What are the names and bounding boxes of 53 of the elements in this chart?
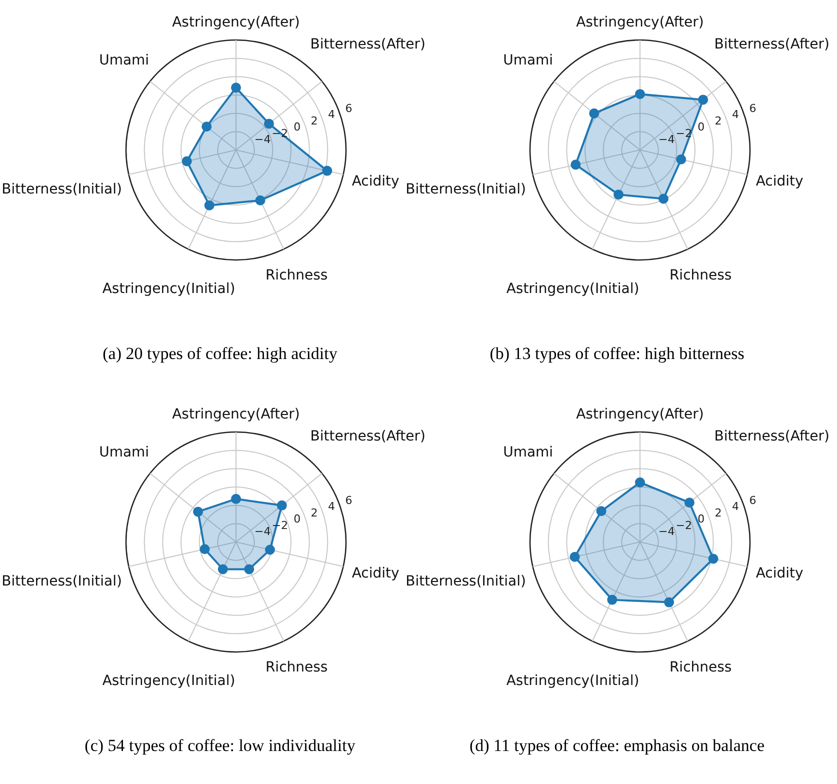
spoke-label: Bitterness(After) [714,36,830,52]
text: (b) 13 types of coffee: high bitterness [490,344,744,364]
y-tick-label: 6 [749,102,756,115]
spoke-label: Richness [265,659,328,676]
spoke-label: Bitterness(After) [714,428,830,444]
y-tick-label: 0 [294,512,301,526]
spoke-label: Umami [503,52,554,68]
spoke-label: Umami [99,52,150,68]
spoke-label: Richness [669,659,732,676]
spoke-label: Acidity [756,173,804,190]
y-tick-label: −4 [254,133,271,146]
text: (c) 54 types of coffee: low individuality [84,736,356,756]
spoke-label: Acidity [756,565,804,582]
y-tick-label: −4 [658,133,675,146]
y-tick-label: 2 [714,506,722,520]
y-tick-label: 6 [749,494,756,507]
spoke-label: Astringency(Initial) [506,673,640,690]
y-tick-label: 2 [310,506,318,520]
y-tick-label: 2 [310,114,318,128]
text: (d) 11 types of coffee: emphasis on balance [469,736,765,756]
y-tick-label: 4 [328,500,336,514]
spoke-label: Astringency(After) [172,14,300,31]
spoke-label: Bitterness(After) [310,428,426,444]
spoke-label: Umami [503,444,554,460]
spoke-label: Richness [265,267,328,284]
spoke-label: Astringency(Initial) [102,281,236,298]
spoke-label: Bitterness(Initial) [406,573,526,590]
y-tick-label: −4 [658,525,675,538]
spoke-label: Astringency(Initial) [506,281,640,298]
spoke-label: Acidity [352,173,400,190]
y-tick-label: 2 [714,114,722,128]
y-tick-label: 6 [345,102,352,115]
spoke-label: Richness [669,267,732,284]
spoke-label: Acidity [352,565,400,582]
y-tick-label: 0 [698,512,705,526]
spoke-label: Astringency(After) [576,406,704,423]
spoke-label: Astringency(Initial) [102,673,236,690]
y-tick-label: 0 [294,120,301,134]
y-tick-label: 4 [732,108,740,122]
spoke-label: Bitterness(Initial) [406,181,526,198]
spoke-label: Astringency(After) [172,406,300,423]
y-tick-label: 6 [345,494,352,507]
y-tick-label: 4 [328,108,336,122]
spoke-label: Bitterness(Initial) [2,181,122,198]
y-tick-label: −2 [676,518,692,532]
y-tick-label: 0 [698,120,705,134]
spoke-label: Umami [99,444,150,460]
spoke-label: Bitterness(After) [310,36,426,52]
text: (a) 20 types of coffee: high acidity [102,344,338,364]
y-tick-label: 4 [732,500,740,514]
spoke-label: Astringency(After) [576,14,704,31]
y-tick-label: −4 [254,525,271,538]
spoke-label: Bitterness(Initial) [2,573,122,590]
